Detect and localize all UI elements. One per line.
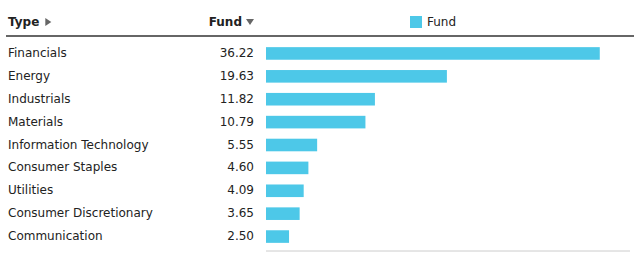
header-type: Type bbox=[8, 15, 39, 29]
header-fund: Fund bbox=[209, 15, 242, 29]
category-label: Consumer Discretionary bbox=[8, 206, 153, 220]
bar bbox=[266, 93, 375, 106]
category-label: Communication bbox=[8, 229, 103, 243]
data-label: 5.55 bbox=[227, 138, 254, 152]
category-label: Industrials bbox=[8, 92, 71, 106]
bars bbox=[266, 47, 600, 243]
bar bbox=[266, 139, 317, 152]
header-separator bbox=[6, 35, 634, 37]
category-label: Consumer Staples bbox=[8, 160, 117, 174]
bar bbox=[266, 230, 289, 243]
data-label: 10.79 bbox=[220, 115, 254, 129]
bar bbox=[266, 116, 365, 129]
data-label: 2.50 bbox=[227, 229, 254, 243]
bar bbox=[266, 162, 308, 175]
bar bbox=[266, 184, 304, 197]
legend-swatch bbox=[410, 16, 422, 28]
data-label: 3.65 bbox=[227, 206, 254, 220]
sort-indicator[interactable] bbox=[45, 18, 51, 26]
bar bbox=[266, 207, 300, 220]
category-label: Materials bbox=[8, 115, 63, 129]
bar bbox=[266, 70, 447, 83]
legend: Fund bbox=[410, 15, 456, 29]
category-label: Energy bbox=[8, 69, 50, 83]
data-label: 36.22 bbox=[220, 46, 254, 60]
category-label: Financials bbox=[8, 46, 67, 60]
data-label: 11.82 bbox=[220, 92, 254, 106]
chart-container: Type Fund Fund Financials 36.22 Energy 19.63 In… bbox=[0, 0, 640, 258]
data-label: 19.63 bbox=[220, 69, 254, 83]
data-label: 4.09 bbox=[227, 183, 254, 197]
legend-label: Fund bbox=[427, 15, 456, 29]
category-label: Information Technology bbox=[8, 138, 149, 152]
data-label: 4.60 bbox=[227, 160, 254, 174]
category-label: Utilities bbox=[8, 183, 53, 197]
sort-indicator[interactable] bbox=[246, 19, 254, 25]
chart-svg: Type Fund Fund Financials 36.22 Energy 19.63 In… bbox=[0, 0, 640, 258]
bar bbox=[266, 47, 600, 60]
x-axis-line bbox=[266, 251, 630, 252]
